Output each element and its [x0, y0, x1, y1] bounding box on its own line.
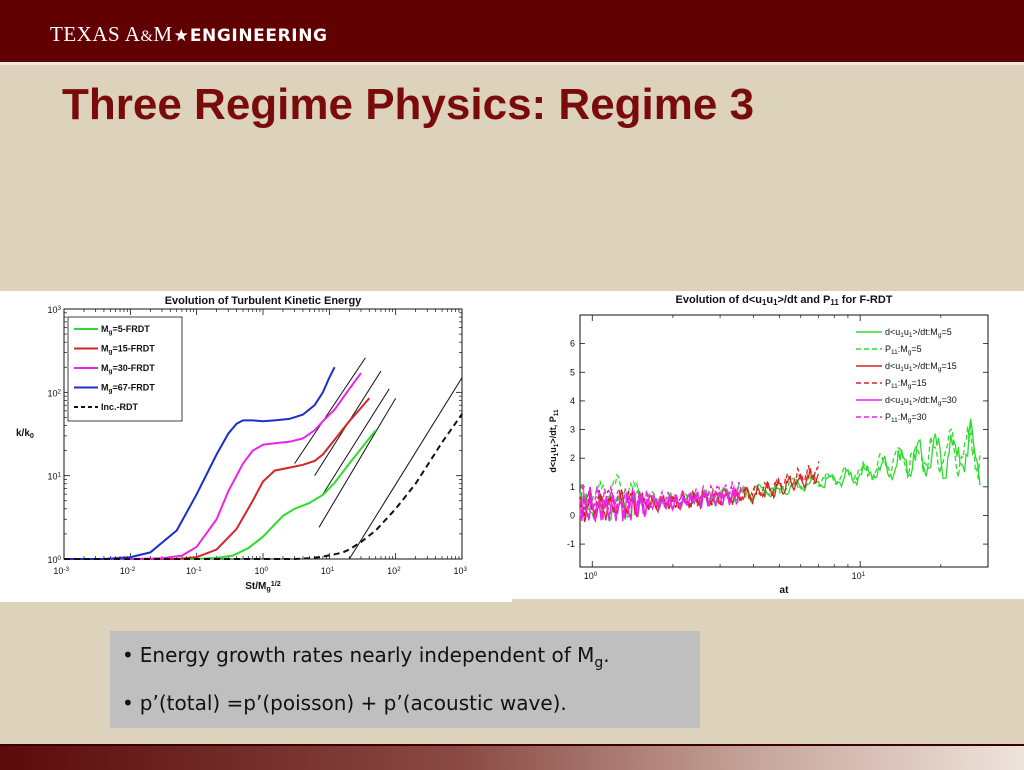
chart1-x-tick-label: 10-1 — [186, 566, 202, 576]
chart2-y-tick-label: 4 — [570, 396, 575, 406]
chart2-x-tick-label: 100 — [584, 571, 598, 581]
bullet-box: • Energy growth rates nearly independent … — [110, 631, 700, 728]
chart1-series-inc-rdt — [64, 413, 463, 560]
chart2-legend-label: P11:Mg=15 — [885, 378, 927, 390]
footer-bar — [0, 744, 1024, 770]
chart2-y-axis-label: d<u1u1>/dt, P11 — [548, 409, 560, 473]
chart1-x-tick-label: 100 — [254, 566, 268, 576]
tke-evolution-chart: Evolution of Turbulent Kinetic Energy 10-… — [0, 291, 512, 602]
chart1-y-tick-label: 101 — [47, 472, 61, 482]
chart2-legend-label: P11:Mg=5 — [885, 344, 922, 356]
star-icon: ★ — [173, 26, 189, 45]
chart1-y-tick-label: 103 — [47, 305, 61, 315]
chart1-slope-line — [322, 388, 390, 495]
chart1-y-tick-label: 102 — [47, 388, 61, 398]
chart2-y-tick-label: 1 — [570, 482, 575, 492]
chart1-legend-label: Inc.-RDT — [101, 402, 139, 412]
chart2-x-axis-label: at — [780, 585, 790, 596]
chart1-legend-label: Mg=15-FRDT — [101, 344, 155, 356]
chart2-y-tick-label: 6 — [570, 339, 575, 349]
chart1-legend-label: Mg=5-FRDT — [101, 324, 150, 336]
chart2-legend-label: d<u1u1>/dt:Mg=5 — [885, 327, 952, 339]
chart1-legend: Mg=5-FRDT Mg=15-FRDT Mg=30-FRDT Mg=67-FRDT I… — [67, 316, 183, 422]
chart1-title: Evolution of Turbulent Kinetic Energy — [165, 295, 362, 307]
chart1-x-tick-label: 10-2 — [120, 566, 136, 576]
chart2-title: Evolution of d<u1u1>/dt and P11 for F-RD… — [676, 294, 893, 307]
chart2-series-d-u-1u-1-dt-m-g-30 — [579, 487, 742, 524]
chart2-y-tick-label: 3 — [570, 425, 575, 435]
chart1-series-m-g-67-frdt — [64, 366, 336, 560]
chart1-y-tick-label: 100 — [47, 555, 61, 565]
chart2-legend-label: d<u1u1>/dt:Mg=30 — [885, 395, 957, 407]
chart2-series-d-u-1u-1-dt-m-g-5 — [579, 418, 981, 521]
chart2-y-tick-label: -1 — [567, 539, 575, 549]
chart1-x-tick-label: 10-3 — [53, 566, 69, 576]
bullet-growth-rates: • Energy growth rates nearly independent … — [122, 643, 610, 671]
chart2-legend: d<u1u1>/dt:Mg=5 P11:Mg=5 d<u1u1>/dt:Mg=15 P… — [856, 327, 957, 424]
chart2-plot-frame — [579, 314, 989, 568]
chart2-x-tick-label: 101 — [852, 571, 866, 581]
production-pressure-chart: Evolution of d<u1u1>/dt and P11 for F-RD… — [512, 291, 1024, 599]
chart1-x-axis-label: St/Mg1/2 — [245, 579, 281, 593]
chart1-slope-line — [294, 357, 366, 464]
chart2-legend-label: P11:Mg=30 — [885, 412, 927, 424]
chart2-y-tick-label: 5 — [570, 367, 575, 377]
chart1-x-tick-label: 102 — [387, 566, 401, 576]
chart1-x-tick-label: 103 — [453, 566, 467, 576]
chart1-series-m-g-15-frdt — [64, 397, 371, 560]
chart1-series-m-g-30-frdt — [64, 372, 362, 560]
texas-am-engineering-logo: TEXAS A&M★ENGINEERING — [50, 22, 328, 46]
chart1-slope-line — [348, 377, 463, 560]
chart2-legend-label: d<u1u1>/dt:Mg=15 — [885, 361, 957, 373]
chart1-legend-label: Mg=30-FRDT — [101, 363, 155, 375]
chart1-slope-line — [318, 397, 397, 528]
header-bar: TEXAS A&M★ENGINEERING — [0, 0, 1024, 65]
chart1-legend-label: Mg=67-FRDT — [101, 383, 155, 395]
bullet-pressure-split: • p’(total) =p’(poisson) + p’(acoustic wa… — [122, 691, 567, 715]
chart2-y-tick-label: 2 — [570, 453, 575, 463]
chart1-y-axis-label: k/k0 — [16, 428, 34, 440]
slide-title: Three Regime Physics: Regime 3 — [62, 80, 755, 129]
chart1-x-tick-label: 101 — [321, 566, 335, 576]
chart2-y-tick-label: 0 — [570, 510, 575, 520]
